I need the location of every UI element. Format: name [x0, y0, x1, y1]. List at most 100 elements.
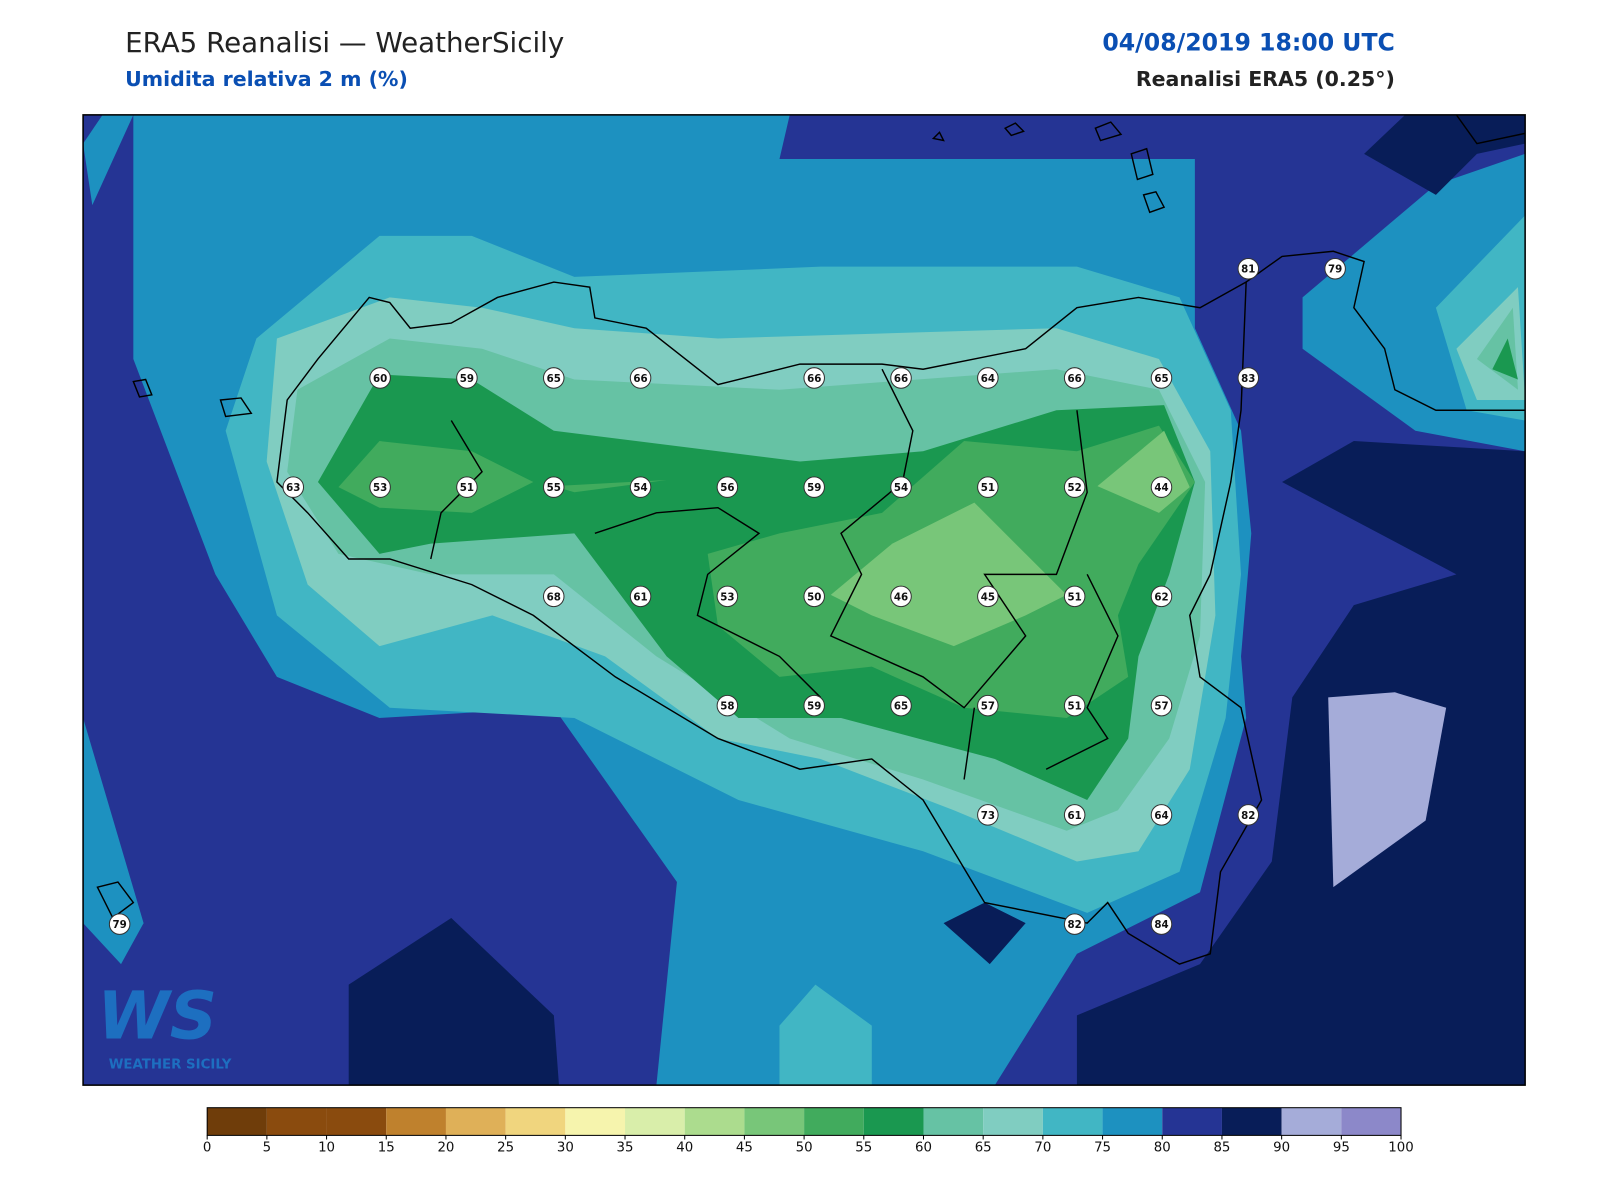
datetime: 04/08/2019 18:00 UTC [1102, 29, 1394, 57]
colorbar-tick-label: 65 [975, 1141, 992, 1156]
station-value: 54 [633, 482, 647, 494]
station-value: 61 [1068, 810, 1082, 822]
station-value: 59 [807, 701, 821, 713]
station-marker [803, 476, 825, 498]
colorbar-tick-label: 55 [855, 1141, 872, 1156]
station-value: 73 [981, 810, 995, 822]
colorbar-swatch [923, 1107, 984, 1136]
station-marker [629, 585, 652, 608]
station-value: 59 [807, 482, 821, 494]
station-value: 58 [720, 701, 734, 713]
logo: WS WEATHER SICILY [97, 979, 231, 1073]
colorbar-tick-label: 45 [736, 1141, 753, 1156]
colorbar-swatch [326, 1107, 387, 1136]
station-marker [282, 476, 305, 498]
colorbar-swatch [983, 1107, 1043, 1136]
station-marker [1150, 804, 1173, 826]
station-marker [1063, 913, 1086, 935]
station-value: 56 [720, 482, 734, 494]
station-value: 51 [1068, 591, 1082, 603]
colorbar-swatch [744, 1107, 805, 1136]
colorbar-tick-label: 70 [1034, 1141, 1051, 1156]
colorbar-tick-label: 75 [1094, 1141, 1111, 1156]
station-value: 51 [460, 482, 474, 494]
colorbar-swatch [1042, 1107, 1103, 1136]
colorbar-tick-label: 80 [1154, 1141, 1171, 1156]
colorbar-swatch [266, 1107, 327, 1136]
station-value: 64 [1154, 810, 1168, 822]
station-marker [890, 367, 912, 389]
colorbar-swatch [445, 1107, 506, 1136]
station-value: 66 [894, 373, 908, 385]
station-value: 66 [1068, 373, 1082, 385]
station-value: 45 [981, 591, 995, 603]
station-marker [1150, 585, 1173, 608]
station-marker [369, 476, 391, 498]
station-value: 66 [807, 373, 821, 385]
colorbar-tick-label: 60 [915, 1141, 932, 1156]
station-value: 79 [113, 919, 127, 931]
station-marker [890, 476, 912, 498]
station-marker [1063, 694, 1086, 717]
logo-text: WEATHER SICILY [109, 1058, 232, 1073]
station-marker [629, 476, 652, 498]
colorbar-swatch [1281, 1107, 1342, 1136]
colorbar-swatch [565, 1107, 626, 1136]
station-marker [1063, 476, 1086, 498]
colorbar-tick-label: 25 [497, 1141, 514, 1156]
title: ERA5 Reanalisi — WeatherSicily [125, 26, 564, 59]
station-marker [1237, 257, 1260, 280]
station-marker [803, 367, 825, 389]
colorbar-tick-label: 5 [263, 1141, 271, 1156]
station-marker [977, 694, 999, 717]
colorbar-swatch [1341, 1107, 1402, 1136]
station-value: 54 [894, 482, 908, 494]
station-value: 62 [1154, 591, 1168, 603]
station-marker [1150, 367, 1173, 389]
station-marker [977, 585, 999, 608]
colorbar-tick-label: 95 [1333, 1141, 1350, 1156]
colorbar-swatch [1221, 1107, 1282, 1136]
colorbar-tick-label: 90 [1273, 1141, 1290, 1156]
colorbar-swatch [386, 1107, 446, 1136]
station-marker [629, 367, 652, 389]
colorbar-tick-label: 20 [437, 1141, 454, 1156]
station-marker [1237, 367, 1260, 389]
station-marker [716, 585, 739, 608]
station-marker [803, 694, 825, 717]
station-marker [803, 585, 825, 608]
station-value: 84 [1154, 919, 1168, 931]
station-marker [977, 476, 999, 498]
station-value: 53 [373, 482, 387, 494]
colorbar-swatch [1162, 1107, 1222, 1136]
station-value: 79 [1328, 264, 1342, 276]
station-marker [1150, 913, 1173, 935]
station-value: 57 [981, 701, 995, 713]
colorbar-tick-label: 30 [557, 1141, 574, 1156]
station-value: 68 [547, 591, 561, 603]
coastline [96, 114, 1526, 965]
station-marker [456, 476, 478, 498]
colorbar-tick-label: 10 [318, 1141, 335, 1156]
colorbar-swatch [684, 1107, 745, 1136]
station-value: 83 [1241, 373, 1255, 385]
colorbar-swatch [1102, 1107, 1163, 1136]
colorbar-swatch [804, 1107, 864, 1136]
colorbar-tick-label: 15 [378, 1141, 395, 1156]
station-value: 65 [547, 373, 561, 385]
station-value: 50 [807, 591, 821, 603]
station-value: 82 [1068, 919, 1082, 931]
station-marker [1150, 476, 1173, 498]
station-value: 64 [981, 373, 995, 385]
station-marker [1324, 257, 1346, 280]
station-marker [1063, 804, 1086, 826]
source: Reanalisi ERA5 (0.25°) [1136, 67, 1395, 91]
station-marker [890, 585, 912, 608]
station-value: 66 [633, 373, 647, 385]
colorbar-tick-label: 85 [1213, 1141, 1230, 1156]
station-value: 53 [720, 591, 734, 603]
colorbar-swatch [863, 1107, 924, 1136]
contour-fill [83, 114, 1526, 1086]
colorbar-tick-label: 100 [1388, 1141, 1413, 1156]
station-value: 59 [460, 373, 474, 385]
